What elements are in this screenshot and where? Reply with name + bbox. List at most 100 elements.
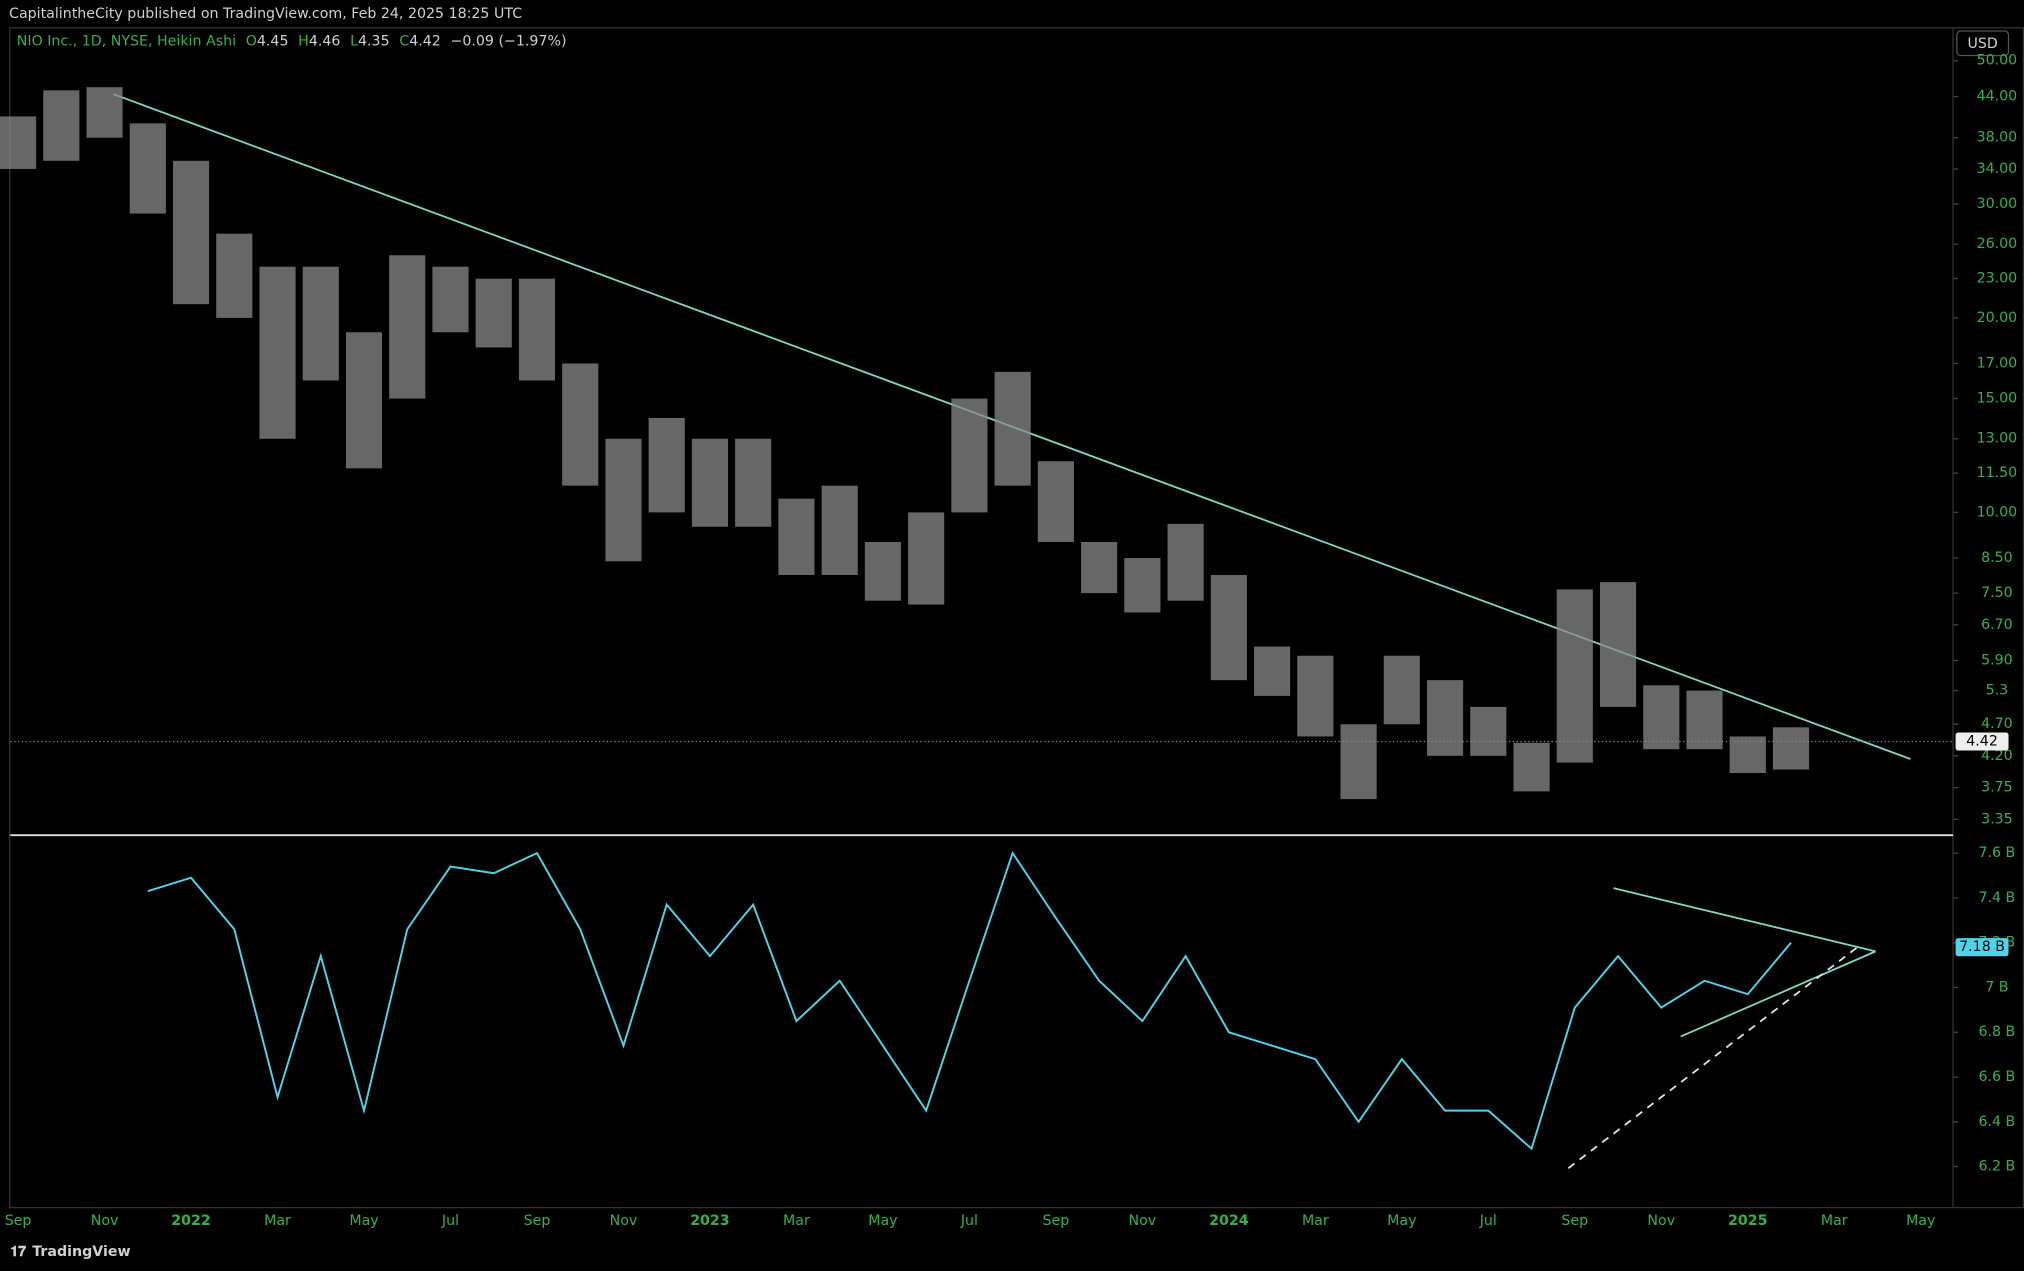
legend: NIO Inc., 1D, NYSE, Heikin Ashi O4.45 H4…: [17, 33, 567, 49]
x-tick-label: Jul: [441, 1213, 459, 1229]
trendline: [1567, 945, 1860, 1169]
y-tick-label: 10.00: [1977, 504, 2018, 520]
x-tick-label: Mar: [1821, 1213, 1848, 1229]
price-bar: [1643, 685, 1680, 750]
ohlc-value: 4.35: [358, 33, 390, 49]
price-bar: [821, 485, 858, 576]
x-tick-label: May: [1387, 1213, 1416, 1229]
x-tick-label: Nov: [1647, 1213, 1675, 1229]
price-bar: [778, 498, 815, 576]
price-bar: [1210, 575, 1247, 681]
price-bar: [1513, 742, 1550, 792]
price-bar: [172, 160, 210, 305]
y-tick-label: 6.6 B: [1978, 1069, 2015, 1085]
price-bar: [216, 233, 253, 318]
y-tick-label: 6.8 B: [1978, 1024, 2015, 1040]
price-bar: [864, 541, 901, 601]
price-bar: [389, 255, 426, 399]
ohlc-value: 4.46: [309, 33, 341, 49]
price-bar: [302, 266, 339, 381]
price-bar: [1686, 690, 1723, 750]
y-tick-label: 7 B: [1985, 979, 2008, 995]
frame: [9, 27, 2024, 1209]
price-bar: [1037, 461, 1074, 542]
x-tick-label: Jul: [1479, 1213, 1497, 1229]
price-bar: [1772, 727, 1810, 770]
x-tick-label: Sep: [1043, 1213, 1070, 1229]
price-bar: [994, 371, 1031, 486]
x-tick-label: 2023: [690, 1213, 729, 1229]
price-bar: [1426, 680, 1464, 756]
x-tick-label: Sep: [5, 1213, 32, 1229]
last-value-box: [1955, 938, 2009, 957]
price-bar: [562, 363, 599, 486]
y-tick-label: 44.00: [1977, 89, 2018, 105]
x-tick-label: Nov: [610, 1213, 638, 1229]
x-tick-label: Nov: [91, 1213, 119, 1229]
y-tick-label: 23.00: [1977, 271, 2018, 287]
trendline: [1613, 887, 1876, 953]
y-tick-label: 15.00: [1977, 391, 2018, 407]
x-tick-label: May: [349, 1213, 378, 1229]
trendline: [1680, 950, 1876, 1038]
y-tick-label: 50.00: [1977, 53, 2018, 69]
price-bar: [86, 87, 123, 138]
y-tick-label: 5.3: [1986, 683, 2009, 699]
y-tick-label: 6.4 B: [1978, 1114, 2015, 1130]
indicator-line: [147, 850, 1792, 1151]
logo-mark: 𝟏𝟕: [10, 1244, 26, 1260]
ohlc-key: C: [399, 33, 409, 49]
x-tick-label: Sep: [1561, 1213, 1588, 1229]
ohlc-value: 4.45: [257, 33, 289, 49]
last-value-label: 4.42: [1966, 733, 1998, 749]
x-tick-label: Sep: [524, 1213, 551, 1229]
currency-button[interactable]: [1956, 30, 2010, 57]
price-bar: [518, 278, 556, 381]
x-tick-label: Nov: [1129, 1213, 1157, 1229]
footer-logo: TradingView: [32, 1244, 130, 1260]
price-bar: [1297, 655, 1334, 737]
x-tick-label: Mar: [1302, 1213, 1329, 1229]
y-tick-label: 7.4 B: [1978, 890, 2015, 906]
x-tick-label: May: [1906, 1213, 1935, 1229]
ohlc-value: 4.42: [409, 33, 441, 49]
y-tick-label: 38.00: [1977, 130, 2018, 146]
price-bar: [1340, 724, 1377, 800]
price-bar: [1124, 557, 1161, 613]
price-bar: [43, 90, 80, 161]
price-bar: [1729, 736, 1766, 774]
price-bar: [1167, 523, 1204, 601]
symbol-title: NIO Inc., 1D, NYSE, Heikin Ashi: [17, 33, 236, 49]
price-bar: [432, 266, 469, 333]
currency[interactable]: USD: [1968, 36, 1998, 52]
x-tick-label: 2025: [1728, 1213, 1768, 1229]
price-bar: [345, 332, 383, 469]
y-tick-label: 3.75: [1981, 780, 2013, 796]
price-bar: [605, 438, 642, 562]
y-tick-label: 20.00: [1977, 310, 2018, 326]
x-tick-label: 2024: [1209, 1213, 1249, 1229]
price-bar: [1081, 541, 1118, 594]
y-tick-label: 11.50: [1977, 465, 2018, 481]
last-value-label: 7.18 B: [1959, 939, 2005, 955]
x-tick-label: Mar: [264, 1213, 291, 1229]
y-tick-label: 26.00: [1977, 236, 2018, 252]
x-tick-label: May: [868, 1213, 897, 1229]
y-tick-label: 13.00: [1977, 431, 2018, 447]
price-bar: [1470, 706, 1507, 756]
publisher: CapitalintheCity published on TradingVie…: [9, 6, 522, 22]
price-bar: [908, 512, 945, 605]
price-bar: [1556, 589, 1593, 763]
change: −0.09 (−1.97%): [450, 33, 566, 49]
y-tick-label: 8.50: [1981, 550, 2013, 566]
y-tick-label: 17.00: [1977, 355, 2018, 371]
x-tick-label: 2022: [171, 1213, 210, 1229]
y-tick-label: 6.2 B: [1978, 1159, 2015, 1175]
y-tick-label: 7.6 B: [1978, 845, 2015, 861]
price-bar: [475, 278, 512, 348]
price-bar: [951, 398, 988, 513]
ohlc-key: H: [298, 33, 309, 49]
y-tick-label: 4.20: [1981, 748, 2013, 764]
